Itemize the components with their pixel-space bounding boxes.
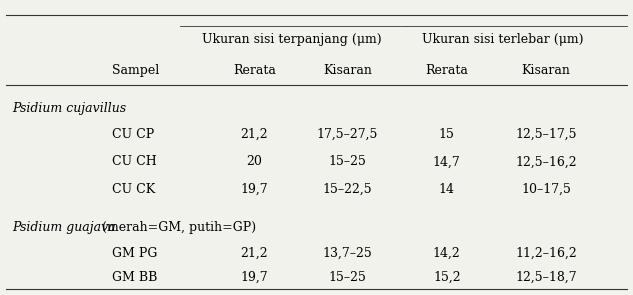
Text: GM CP: GM CP — [112, 294, 157, 295]
Text: 17,5–27,5: 17,5–27,5 — [317, 128, 378, 141]
Text: 15–27,5: 15–27,5 — [323, 294, 372, 295]
Text: 14: 14 — [439, 183, 454, 196]
Text: Kisaran: Kisaran — [522, 64, 570, 77]
Text: Sampel: Sampel — [112, 64, 159, 77]
Text: CU CK: CU CK — [112, 183, 155, 196]
Text: 15–25: 15–25 — [329, 155, 367, 168]
Text: CU CH: CU CH — [112, 155, 156, 168]
Text: 14: 14 — [439, 294, 454, 295]
Text: 12,5–16,2: 12,5–16,2 — [515, 155, 577, 168]
Text: Psidium cujavillus: Psidium cujavillus — [13, 102, 127, 115]
Text: 11,2–16,2: 11,2–16,2 — [515, 247, 577, 260]
Text: 13,7–25: 13,7–25 — [323, 247, 372, 260]
Text: 15–22,5: 15–22,5 — [323, 183, 372, 196]
Text: (merah=GM, putih=GP): (merah=GM, putih=GP) — [98, 220, 256, 234]
Text: Ukuran sisi terlebar (μm): Ukuran sisi terlebar (μm) — [422, 32, 584, 46]
Text: 10–17,5: 10–17,5 — [521, 294, 571, 295]
Text: 12,5–17,5: 12,5–17,5 — [515, 128, 577, 141]
Text: 14,2: 14,2 — [433, 247, 461, 260]
Text: Rerata: Rerata — [425, 64, 468, 77]
Text: Kisaran: Kisaran — [323, 64, 372, 77]
Text: Psidium guajava: Psidium guajava — [13, 220, 116, 234]
Text: 20,2: 20,2 — [241, 294, 268, 295]
Text: Rerata: Rerata — [233, 64, 276, 77]
Text: GM BB: GM BB — [112, 271, 157, 283]
Text: 15: 15 — [439, 128, 454, 141]
Text: 19,7: 19,7 — [241, 183, 268, 196]
Text: 21,2: 21,2 — [241, 128, 268, 141]
Text: 15–25: 15–25 — [329, 271, 367, 283]
Text: 21,2: 21,2 — [241, 247, 268, 260]
Text: 14,7: 14,7 — [433, 155, 461, 168]
Text: 20: 20 — [246, 155, 263, 168]
Text: CU CP: CU CP — [112, 128, 154, 141]
Text: 12,5–18,7: 12,5–18,7 — [515, 271, 577, 283]
Text: Ukuran sisi terpanjang (μm): Ukuran sisi terpanjang (μm) — [202, 32, 382, 46]
Text: 15,2: 15,2 — [433, 271, 461, 283]
Text: GM PG: GM PG — [112, 247, 157, 260]
Text: 10–17,5: 10–17,5 — [521, 183, 571, 196]
Text: 19,7: 19,7 — [241, 271, 268, 283]
